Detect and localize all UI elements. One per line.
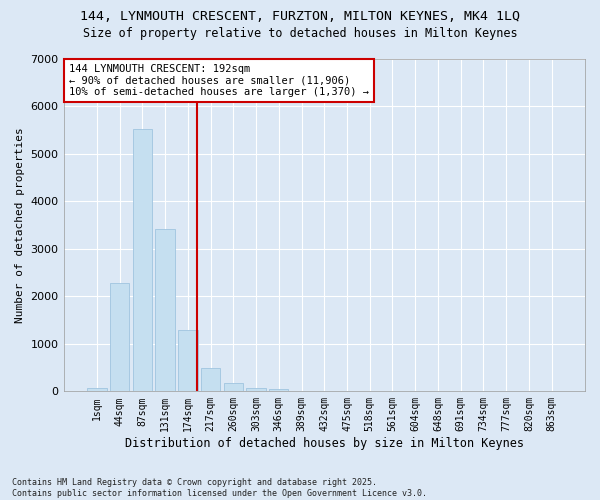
Bar: [247, 388, 266, 392]
Bar: [87, 388, 107, 392]
Text: 144 LYNMOUTH CRESCENT: 192sqm
← 90% of detached houses are smaller (11,906)
10% : 144 LYNMOUTH CRESCENT: 192sqm ← 90% of d…: [69, 64, 369, 97]
Y-axis label: Number of detached properties: Number of detached properties: [15, 128, 25, 323]
Bar: [269, 389, 289, 392]
Bar: [110, 283, 130, 392]
Bar: [133, 130, 152, 392]
Text: Contains HM Land Registry data © Crown copyright and database right 2025.
Contai: Contains HM Land Registry data © Crown c…: [12, 478, 427, 498]
Bar: [155, 229, 175, 392]
X-axis label: Distribution of detached houses by size in Milton Keynes: Distribution of detached houses by size …: [125, 437, 524, 450]
Bar: [178, 330, 197, 392]
Bar: [201, 368, 220, 392]
Text: 144, LYNMOUTH CRESCENT, FURZTON, MILTON KEYNES, MK4 1LQ: 144, LYNMOUTH CRESCENT, FURZTON, MILTON …: [80, 10, 520, 23]
Bar: [224, 382, 243, 392]
Text: Size of property relative to detached houses in Milton Keynes: Size of property relative to detached ho…: [83, 28, 517, 40]
